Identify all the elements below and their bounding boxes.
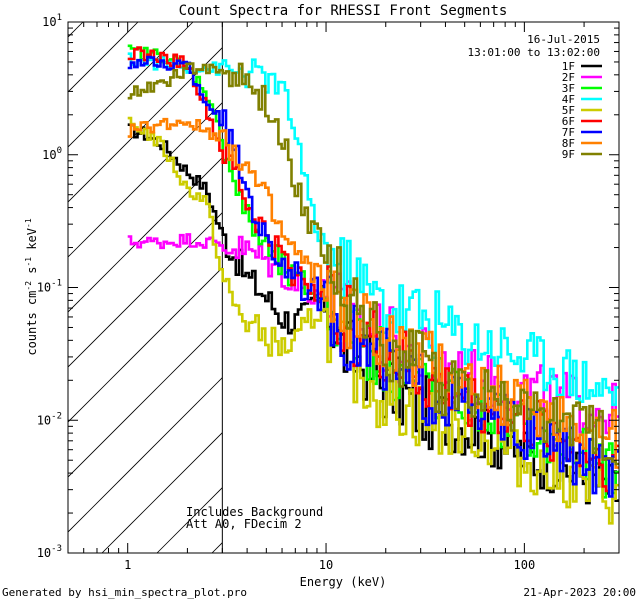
chart-title: Count Spectra for RHESSI Front Segments [179,3,508,19]
series-6F-line [127,46,619,493]
legend-label-3F: 3F [562,82,575,95]
series-3F-line [127,44,619,499]
annotation-attenuator: Att A0, FDecim 2 [186,517,302,531]
series-8F-line [127,117,619,469]
hatch-line [68,267,223,423]
hatch-line [68,322,223,478]
hatch-line [101,432,223,553]
legend-label-5F: 5F [562,104,575,117]
hatch-line [68,47,223,203]
x-tick-label: 1 [124,558,131,572]
legend-label-4F: 4F [562,93,575,106]
legend-label-1F: 1F [562,60,575,73]
legend-label-2F: 2F [562,71,575,84]
footer-timestamp: 21-Apr-2023 20:00 [523,586,636,599]
legend-label-9F: 9F [562,148,575,161]
x-axis: 1 10 100 [67,22,620,572]
y-axis-label: counts cm-2 s-1 keV-1 [24,218,39,355]
x-tick-label: 10 [319,558,333,572]
hatch-line [68,157,223,313]
legend-label-7F: 7F [562,126,575,139]
series-5F-line [127,116,619,525]
y-tick-label: 101 [42,13,62,29]
series-9F-line [127,62,619,466]
hatch-line [68,377,223,533]
footer-generated-by: Generated by hsi_min_spectra_plot.pro [2,586,247,599]
x-tick-label: 100 [514,558,536,572]
hatch-line [68,212,223,368]
y-tick-label: 10-3 [37,544,62,560]
y-axis: 101 100 10-1 10-2 10-3 [37,13,619,560]
x-axis-label: Energy (keV) [300,575,387,589]
annotation-background: Includes Background [186,505,323,519]
series-layer [127,44,619,525]
legend-label-8F: 8F [562,137,575,150]
y-tick-label: 10-1 [37,279,62,295]
hatch-line [68,22,194,148]
y-tick-label: 10-2 [37,411,62,427]
y-tick-label: 100 [42,146,62,162]
date-label: 16-Jul-2015 [527,33,600,46]
legend-label-6F: 6F [562,115,575,128]
time-range-label: 13:01:00 to 13:02:00 [468,46,600,59]
